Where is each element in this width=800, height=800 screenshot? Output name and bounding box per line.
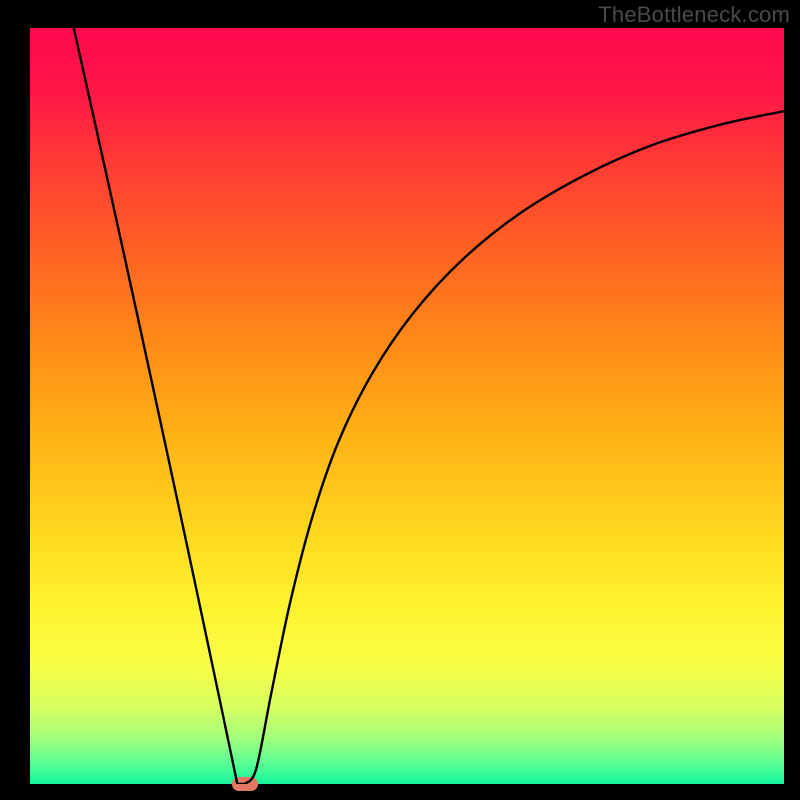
plot-area [30,28,784,784]
watermark-text: TheBottleneck.com [598,2,790,28]
chart-frame: TheBottleneck.com [0,0,800,800]
bottleneck-curve [30,28,784,784]
